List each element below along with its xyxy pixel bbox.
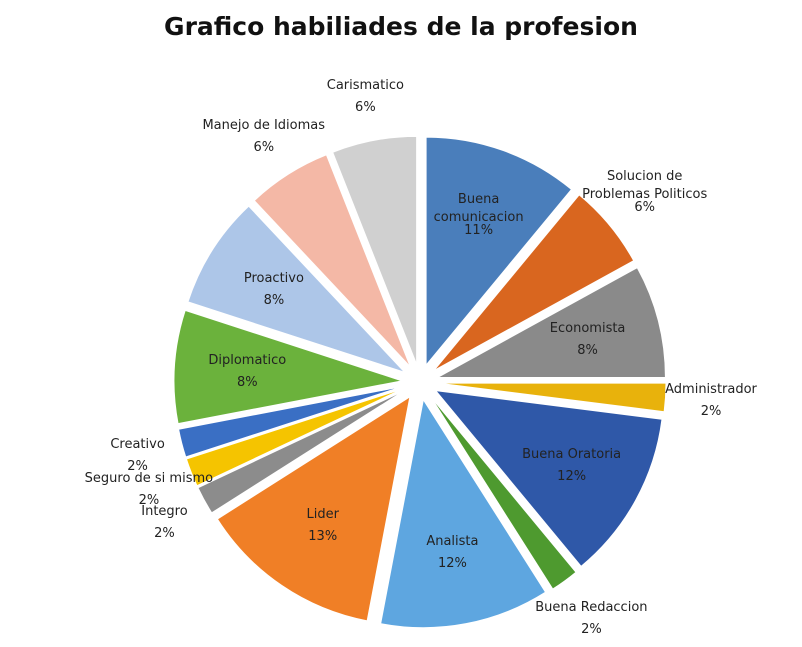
slice-value-label: 2% bbox=[581, 621, 602, 637]
pie-slice bbox=[433, 194, 635, 371]
slice-label: Lider bbox=[306, 507, 339, 523]
slice-label: Seguro de si mismo bbox=[84, 471, 214, 487]
slice-value-label: 11% bbox=[464, 223, 494, 239]
slice-value-label: 6% bbox=[355, 99, 376, 115]
slice-label: Integro bbox=[141, 504, 188, 520]
slice-label: Buena Oratoria bbox=[522, 447, 622, 463]
pie-slice bbox=[380, 398, 547, 629]
slice-label: Economista bbox=[549, 320, 626, 336]
pie-slice bbox=[187, 205, 406, 373]
slice-value-label: 2% bbox=[138, 493, 160, 509]
pie-slice bbox=[253, 154, 411, 368]
pie-slice bbox=[185, 388, 404, 487]
pie-slice bbox=[178, 385, 403, 458]
slice-label: Manejo de Idiomas bbox=[202, 117, 326, 133]
slice-label: Administrador bbox=[665, 382, 757, 398]
pie-slice bbox=[434, 390, 663, 568]
pie-slice bbox=[437, 267, 666, 379]
slice-label: Buena comunicacion bbox=[433, 192, 524, 226]
pie-slice bbox=[425, 136, 573, 367]
slice-label: Proactivo bbox=[243, 271, 304, 287]
slice-value-label: 2% bbox=[154, 526, 175, 542]
pie-slice bbox=[216, 395, 411, 622]
slice-value-label: 2% bbox=[700, 404, 722, 420]
slice-value-label: 13% bbox=[308, 529, 338, 545]
pie-slice bbox=[197, 390, 405, 514]
pie-slice bbox=[430, 396, 577, 590]
pie-slice bbox=[173, 309, 403, 425]
slice-value-label: 8% bbox=[263, 293, 285, 309]
pie-slice bbox=[437, 382, 667, 413]
slice-value-label: 8% bbox=[236, 375, 258, 391]
slice-value-label: 2% bbox=[127, 458, 148, 474]
slice-label: Diplomatico bbox=[208, 353, 287, 369]
slice-label: Carismatico bbox=[326, 77, 404, 93]
slice-label: Buena Redaccion bbox=[535, 599, 648, 615]
slice-label: Solucion de Problemas Politicos bbox=[582, 168, 708, 203]
slice-value-label: 6% bbox=[253, 139, 275, 155]
chart-title: Grafico habiliades de la profesion bbox=[164, 12, 638, 41]
pie-slice bbox=[332, 135, 418, 365]
slice-label: Analista bbox=[426, 533, 479, 549]
slice-value-label: 12% bbox=[437, 555, 467, 571]
slice-value-label: 12% bbox=[557, 469, 587, 485]
slice-value-label: 8% bbox=[577, 342, 598, 358]
slice-value-label: 6% bbox=[634, 200, 655, 216]
slice-label: Creativo bbox=[110, 436, 165, 452]
